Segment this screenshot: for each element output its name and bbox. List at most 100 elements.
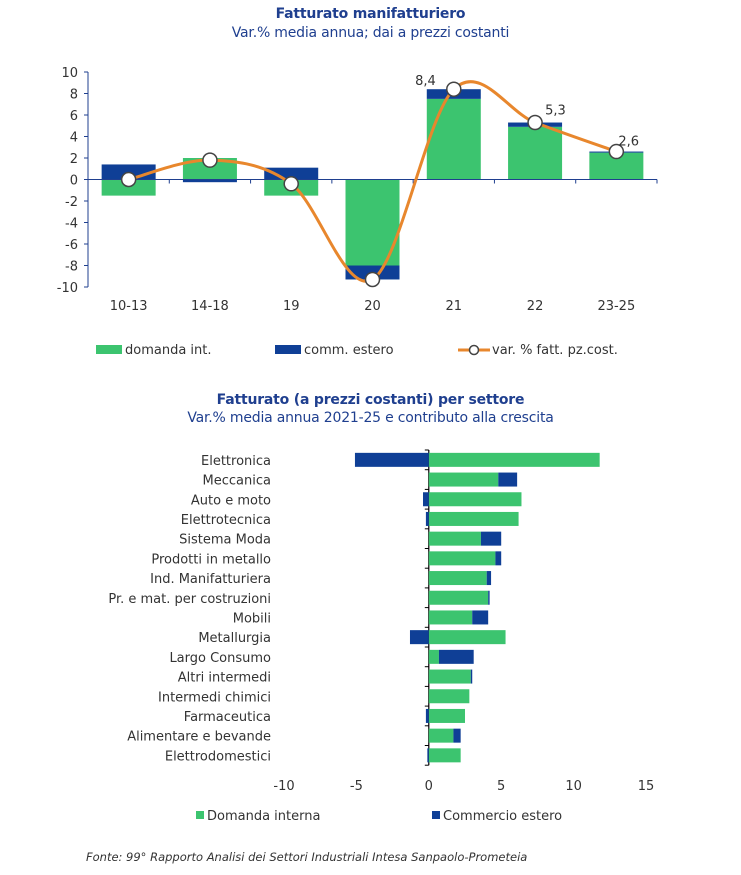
source-note: Fonte: 99° Rapporto Analisi dei Settori …: [86, 850, 528, 864]
bar-commercio-estero: [486, 571, 492, 586]
chart2-subtitle: Var.% media annua 2021-25 e contributo a…: [187, 410, 554, 426]
category-label: Elettrotecnica: [181, 513, 271, 528]
category-label: Metallurgia: [198, 631, 271, 646]
bar-commercio-estero: [470, 669, 473, 684]
bar-commercio-estero: [425, 511, 429, 526]
chart2-title: Fatturato (a prezzi costanti) per settor…: [216, 392, 525, 408]
bar-domanda-interna: [428, 590, 489, 605]
chart1-title: Fatturato manifatturiero: [275, 6, 466, 22]
legend-label-domanda-int: domanda int.: [125, 343, 212, 358]
data-label: 8,4: [415, 74, 436, 89]
line-marker: [283, 176, 299, 192]
x-tick-label: 10-13: [110, 299, 148, 314]
y-tick-label: 0: [70, 174, 78, 189]
y-tick-label: 6: [70, 109, 78, 124]
bar-commercio-estero: [438, 649, 474, 664]
x-tick-label: 14-18: [191, 299, 229, 314]
bar-domanda-interna: [428, 511, 519, 526]
category-label: Ind. Manifatturiera: [150, 572, 271, 587]
y-tick-label: -4: [65, 217, 78, 232]
bar-commercio-estero: [423, 492, 429, 507]
x-tick-label: 10: [565, 779, 582, 794]
bar-domanda-interna: [428, 728, 454, 743]
legend-swatch-commercio-estero: [432, 811, 440, 819]
x-tick-label: 0: [425, 779, 433, 794]
bar-commercio-estero: [472, 610, 489, 625]
x-tick-label: 15: [638, 779, 655, 794]
bar-domanda-interna: [428, 708, 465, 723]
line-marker: [527, 114, 543, 131]
y-tick-label: 8: [70, 88, 78, 103]
category-label: Sistema Moda: [179, 533, 271, 548]
category-label: Elettrodomestici: [165, 749, 271, 764]
line-marker: [446, 81, 462, 97]
y-tick-label: -2: [65, 195, 78, 210]
category-label: Pr. e mat. per costruzioni: [108, 592, 271, 607]
bar-domanda-interna: [428, 571, 487, 586]
bar-domanda-interna: [428, 492, 522, 507]
legend-swatch-comm-estero: [275, 345, 301, 354]
category-label: Alimentare e bevande: [127, 730, 271, 745]
bar-commercio-estero: [495, 551, 502, 566]
category-label: Elettronica: [201, 454, 271, 469]
y-tick-label: 4: [70, 131, 78, 146]
y-tick-label: -6: [65, 238, 78, 253]
y-tick-label: -8: [65, 260, 78, 275]
bar-domanda-int: [101, 179, 156, 196]
bar-commercio-estero: [427, 748, 429, 763]
bar-domanda-interna: [428, 551, 496, 566]
category-label: Largo Consumo: [169, 651, 271, 666]
bar-domanda-interna: [428, 689, 470, 704]
line-marker: [202, 152, 218, 168]
category-label: Intermedi chimici: [158, 690, 271, 705]
line-marker: [364, 271, 381, 288]
bar-commercio-estero: [409, 630, 429, 645]
bar-domanda-int: [182, 158, 237, 180]
bar-domanda-interna: [428, 452, 600, 467]
x-tick-label: 21: [446, 299, 463, 314]
bar-domanda-int: [426, 98, 481, 180]
data-label: 2,6: [618, 135, 639, 150]
category-label: Prodotti in metallo: [151, 552, 271, 567]
legend-swatch-domanda-interna: [196, 811, 204, 819]
legend-marker-var-fatt: [468, 344, 480, 356]
x-tick-label: -10: [273, 779, 294, 794]
x-tick-label: 20: [364, 299, 381, 314]
bar-commercio-estero: [498, 472, 518, 487]
bar-comm-estero: [264, 167, 319, 180]
data-label: 5,3: [545, 104, 566, 119]
legend-swatch-domanda-int: [96, 345, 122, 354]
legend-label-commercio-estero: Commercio estero: [443, 809, 562, 824]
bar-commercio-estero: [480, 531, 502, 546]
bar-domanda-interna: [428, 610, 473, 625]
chart1-subtitle: Var.% media annua; dai a prezzi costanti: [231, 25, 510, 41]
y-tick-label: 2: [70, 152, 78, 167]
category-label: Mobili: [233, 611, 271, 626]
legend-label-domanda-interna: Domanda interna: [207, 809, 320, 824]
bar-domanda-int: [508, 126, 563, 180]
bar-comm-estero: [182, 179, 237, 183]
bar-domanda-interna: [428, 472, 499, 487]
bar-domanda-interna: [428, 630, 506, 645]
bar-commercio-estero: [488, 590, 490, 605]
category-label: Auto e moto: [191, 493, 271, 508]
x-tick-label: -5: [350, 779, 363, 794]
x-tick-label: 5: [497, 779, 505, 794]
category-label: Farmaceutica: [184, 710, 271, 725]
y-tick-label: -10: [57, 281, 78, 296]
y-tick-label: 10: [61, 66, 78, 81]
bar-domanda-interna: [428, 531, 481, 546]
bar-domanda-interna: [428, 748, 461, 763]
x-tick-label: 23-25: [597, 299, 635, 314]
legend-label-var-fatt: var. % fatt. pz.cost.: [492, 343, 618, 358]
bar-commercio-estero: [453, 728, 461, 743]
chart2-plot: Elettronica Meccanica Auto e moto Elettrote…: [108, 449, 655, 824]
bar-domanda-interna: [428, 669, 471, 684]
line-marker: [120, 171, 137, 188]
bar-commercio-estero: [425, 708, 429, 723]
bar-commercio-estero: [354, 452, 429, 467]
line-marker: [608, 143, 625, 160]
category-label: Meccanica: [203, 474, 271, 489]
bar-domanda-interna: [428, 649, 439, 664]
x-tick-label: 19: [283, 299, 300, 314]
